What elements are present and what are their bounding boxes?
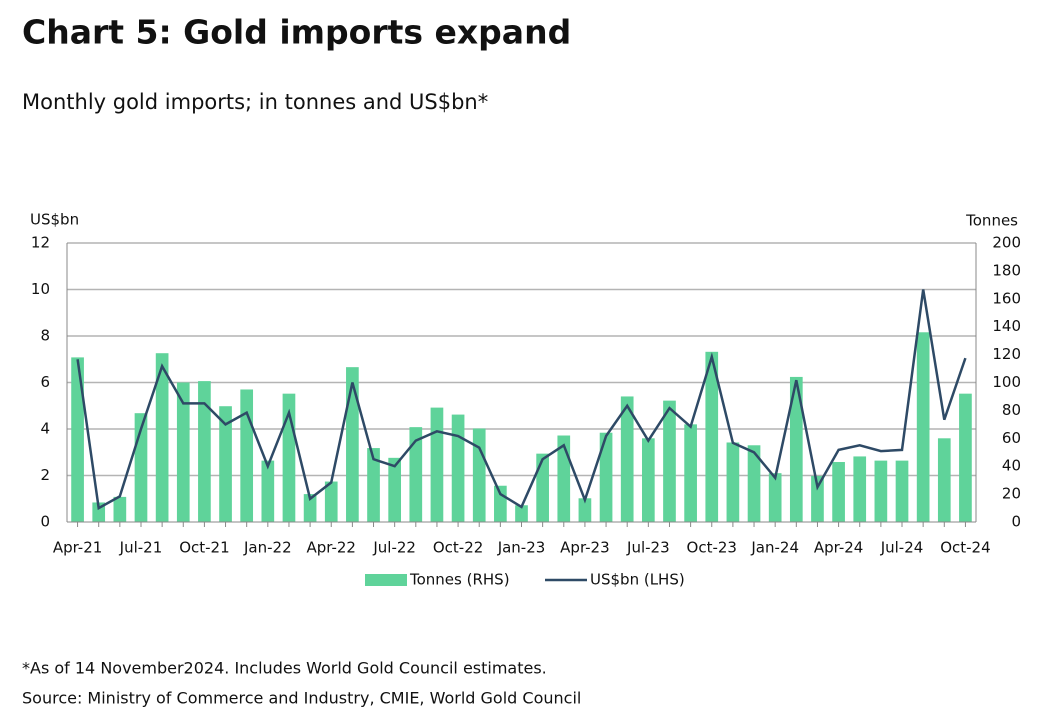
bar [705, 351, 719, 522]
chart-subtitle: Monthly gold imports; in tonnes and US$b… [22, 90, 488, 114]
source: Source: Ministry of Commerce and Industr… [22, 689, 581, 708]
bar [663, 400, 676, 522]
bar [811, 475, 824, 522]
bar [515, 505, 528, 522]
bar [620, 396, 634, 522]
bar [536, 453, 549, 522]
y-tick-label: 8 [40, 327, 50, 345]
y2-tick-label: 20 [1002, 485, 1021, 503]
y2-tick-label: 60 [1002, 429, 1021, 447]
bar [557, 435, 571, 522]
line [76, 289, 967, 511]
bar [578, 498, 592, 522]
y-tick-label: 10 [31, 280, 50, 298]
bar [472, 428, 486, 522]
bar [367, 448, 380, 522]
y2-tick-label: 80 [1002, 401, 1021, 419]
y-tick-label: 0 [40, 513, 50, 531]
bar [409, 427, 423, 522]
bar [219, 406, 232, 522]
x-tick-label: Oct-21 [179, 539, 229, 557]
bar [895, 460, 909, 522]
bar [726, 442, 740, 522]
bar [176, 382, 190, 522]
y2-tick-label: 0 [1011, 513, 1021, 531]
y-tick-label: 4 [40, 420, 50, 438]
bar [684, 424, 697, 522]
bar [261, 460, 275, 522]
y2-tick-label: 200 [992, 234, 1021, 252]
y-tick-label: 6 [40, 373, 50, 391]
y-tick-label: 2 [40, 466, 50, 484]
bar [324, 481, 338, 522]
bar [747, 445, 761, 522]
bar [832, 462, 845, 522]
x-tick-label: Jul-21 [119, 539, 163, 557]
bar [430, 407, 444, 522]
x-tick-label: Jan-22 [243, 539, 292, 557]
x-tick-label: Oct-22 [433, 539, 483, 557]
bar [198, 381, 211, 522]
bar [71, 357, 84, 522]
bar [959, 393, 972, 522]
x-tick-label: Jul-22 [372, 539, 416, 557]
bar [768, 473, 782, 522]
legend-label: US$bn (LHS) [590, 571, 685, 589]
y-axis-label: US$bn [30, 211, 79, 229]
y2-tick-label: 100 [992, 373, 1021, 391]
y2-tick-label: 120 [992, 345, 1021, 363]
x-tick-label: Oct-23 [687, 539, 737, 557]
bar [303, 494, 317, 522]
bar [937, 438, 951, 522]
legend-swatch [365, 574, 407, 586]
bar [155, 353, 169, 522]
bar [388, 457, 402, 522]
bar [240, 389, 254, 522]
bar [789, 376, 803, 522]
bar [599, 432, 613, 522]
x-tick-label: Apr-22 [306, 539, 356, 557]
bar [916, 332, 930, 522]
bar [346, 367, 359, 522]
footnote: *As of 14 November2024. Includes World G… [22, 659, 547, 678]
y2-axis-label: Tonnes [965, 212, 1018, 230]
x-tick-label: Jan-24 [750, 539, 799, 557]
x-tick-label: Apr-21 [53, 539, 103, 557]
x-tick-label: Apr-24 [814, 539, 864, 557]
x-tick-label: Apr-23 [560, 539, 610, 557]
x-tick-label: Oct-24 [940, 539, 990, 557]
x-tick-label: Jul-23 [626, 539, 670, 557]
bar [451, 414, 465, 522]
bar [113, 496, 127, 522]
y2-tick-label: 180 [992, 261, 1021, 279]
bar [641, 438, 655, 522]
chart-title: Chart 5: Gold imports expand [22, 13, 571, 52]
y2-tick-label: 160 [992, 289, 1021, 307]
bar [853, 456, 867, 522]
bar [874, 460, 888, 522]
y2-tick-label: 40 [1002, 457, 1021, 475]
x-tick-label: Jan-23 [497, 539, 546, 557]
y2-tick-label: 140 [992, 317, 1021, 335]
x-tick-label: Jul-24 [880, 539, 924, 557]
legend-label: Tonnes (RHS) [409, 571, 510, 589]
y-tick-label: 12 [31, 234, 50, 252]
